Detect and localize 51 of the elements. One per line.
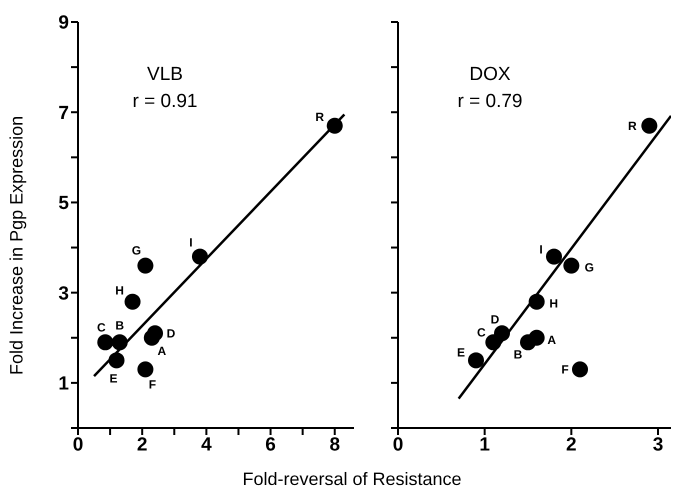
annotation: C [96, 320, 106, 334]
annotation: R [628, 118, 637, 133]
y-tick-label: 5 [58, 193, 70, 214]
annotation: E [456, 345, 466, 360]
annotation: H [549, 296, 558, 311]
annotation: D [490, 312, 500, 326]
annotation: G [584, 260, 594, 275]
y-tick-label: 1 [58, 374, 70, 395]
annotation: C [476, 325, 486, 340]
x-tick-label: 1 [479, 434, 490, 456]
point [137, 361, 154, 378]
annotation: R [315, 110, 324, 124]
y-tick-label: 3 [58, 283, 69, 304]
point [97, 334, 114, 350]
x-tick-label: 8 [329, 434, 340, 456]
point [572, 361, 588, 378]
x-tick-label: 2 [136, 434, 148, 456]
annotation: E [110, 371, 118, 386]
x-tick-label: 0 [72, 434, 84, 456]
annotation: I [539, 242, 543, 257]
point [520, 334, 536, 350]
y-tick-label: 9 [58, 12, 69, 34]
annotation: DOX [469, 64, 511, 86]
point [468, 352, 484, 368]
annotation: r = 0.79 [458, 91, 522, 113]
y-tick-label: 7 [58, 102, 69, 124]
x-tick-label: 6 [265, 434, 276, 456]
y-axis-title: Fold Increase in Pgp Expression [6, 116, 26, 375]
annotation: F [561, 362, 569, 376]
annotation: D [166, 326, 176, 340]
annotation: A [547, 332, 556, 347]
annotation: B [514, 347, 523, 362]
point [124, 294, 141, 310]
x-tick-label: 2 [566, 434, 577, 456]
x-tick-label: 4 [201, 434, 212, 456]
annotation: r = 0.91 [132, 91, 198, 113]
annotation: F [148, 377, 156, 392]
x-tick-label: 3 [652, 434, 664, 456]
point [563, 258, 580, 274]
annotation: VLB [147, 64, 183, 86]
annotation: I [189, 236, 193, 250]
x-tick-label: 0 [392, 434, 404, 456]
point [147, 325, 164, 342]
point [137, 258, 154, 274]
point [546, 248, 562, 265]
annotation: G [132, 244, 142, 258]
x-axis-title: Fold-reversal of Resistance [241, 469, 463, 490]
annotation: B [115, 318, 124, 332]
point [641, 118, 658, 134]
annotation: H [115, 284, 124, 298]
annotation: A [157, 344, 166, 358]
